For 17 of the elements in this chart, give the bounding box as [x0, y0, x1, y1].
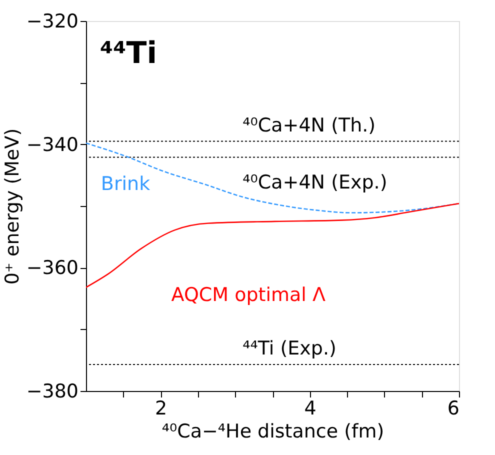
ref-line-label: ⁴⁰Ca+4N (Th.) — [242, 114, 376, 136]
series-label: Brink — [100, 172, 150, 195]
ref-line-label: ⁴⁴Ti (Exp.) — [242, 337, 336, 360]
y-tick-label: −380 — [26, 380, 78, 402]
y-tick-label: −360 — [26, 257, 78, 280]
x-tick-label: 6 — [447, 398, 460, 420]
y-axis-title: 0⁺ energy (MeV) — [1, 128, 24, 285]
ref-line-label: ⁴⁰Ca+4N (Exp.) — [242, 171, 388, 194]
line-series — [86, 142, 459, 214]
x-tick-label: 2 — [155, 398, 168, 420]
x-axis-title: ⁴⁰Ca−⁴He distance (fm) — [162, 420, 384, 442]
annotation: ⁴⁴Ti — [100, 36, 158, 71]
y-tick-label: −320 — [26, 10, 78, 32]
line-series — [86, 202, 459, 288]
x-tick-label: 4 — [304, 398, 316, 420]
text: AQCM optimal Λ — [171, 284, 326, 306]
y-tick-label: −340 — [26, 134, 78, 156]
